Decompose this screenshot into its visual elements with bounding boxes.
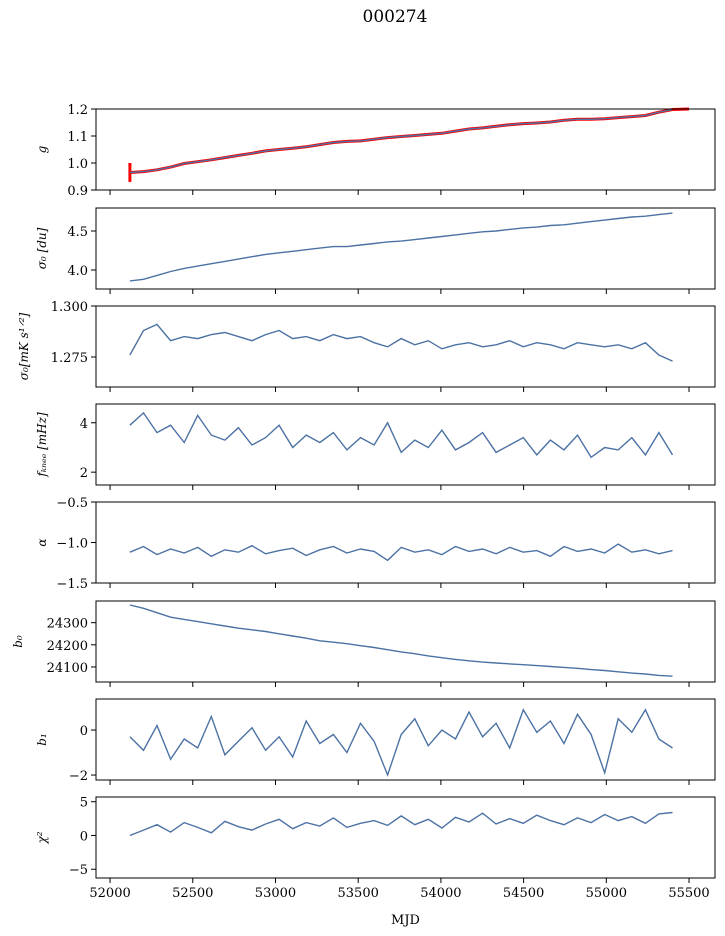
- y-tick-label: −2: [69, 769, 88, 784]
- x-tick-label: 55500: [668, 886, 709, 901]
- y-tick-label: 1.275: [51, 351, 88, 366]
- series-line: [129, 108, 673, 174]
- x-tick-label: 54000: [420, 886, 461, 901]
- y-tick-label: −0.5: [56, 496, 88, 511]
- y-axis-label: α: [35, 538, 49, 546]
- axes-frame: [95, 305, 716, 388]
- chart-title: 000274: [362, 7, 428, 27]
- y-axis-label: σ₀ [du]: [35, 227, 49, 269]
- y-tick-label: 1.2: [67, 103, 88, 118]
- y-axis-label: fₖₙₑₑ [mHz]: [35, 412, 49, 478]
- y-tick-label: 1.0: [67, 157, 88, 172]
- x-tick-label: 53500: [338, 886, 379, 901]
- y-tick-label: −5: [69, 863, 88, 878]
- y-tick-label: 24300: [47, 617, 88, 632]
- y-tick-label: −1.0: [56, 537, 88, 552]
- axes-frame: [95, 698, 716, 781]
- series-line: [129, 708, 673, 778]
- y-tick-label: 4.5: [67, 225, 88, 240]
- x-tick-label: 52000: [89, 886, 130, 901]
- subplot-5: −1.5 −1.0 −0.5 α: [35, 496, 716, 592]
- subplot-1: 0.9 1.0 1.1 1.2 g: [35, 103, 716, 199]
- axes-frame: [95, 207, 716, 290]
- x-tick-label: 52500: [172, 886, 213, 901]
- subplot-7: −2 0 b₁: [35, 698, 716, 785]
- x-tick-label: 55000: [586, 886, 627, 901]
- series-line: [129, 212, 673, 282]
- y-tick-label: 0.9: [67, 184, 88, 199]
- y-axis-label: χ²: [35, 831, 49, 844]
- y-axis-label: g: [35, 145, 49, 153]
- y-tick-label: 24200: [47, 639, 88, 654]
- subplot-8: 52000 52500 53000 53500 54000 54500 55000 55500…: [35, 796, 716, 901]
- series-line: [129, 323, 673, 362]
- y-tick-label: 4: [80, 417, 88, 432]
- y-tick-label: 0: [80, 829, 88, 844]
- y-tick-label: −1.5: [56, 577, 88, 592]
- y-tick-label: 1.300: [51, 300, 88, 315]
- y-tick-label: 0: [80, 724, 88, 739]
- series-line: [129, 604, 673, 677]
- axes-frame: [95, 796, 716, 879]
- axes-frame: [95, 403, 716, 486]
- x-tick-label: 53000: [255, 886, 296, 901]
- series-line: [129, 811, 673, 837]
- subplot-2: 4.0 4.5 σ₀ [du]: [35, 207, 716, 294]
- y-tick-label: 2: [80, 466, 88, 481]
- y-tick-label: 4.0: [67, 264, 88, 279]
- y-tick-label: 5: [80, 796, 88, 811]
- y-axis-label: b₁: [35, 733, 49, 746]
- axes-frame: [95, 600, 716, 683]
- y-axis-label: σ₀[mK s¹ᐟ²]: [17, 312, 31, 380]
- subplot-3: 1.275 1.300 σ₀[mK s¹ᐟ²]: [17, 300, 716, 392]
- subplot-4: 2 4 fₖₙₑₑ [mHz]: [35, 403, 716, 490]
- x-tick-label: 54500: [503, 886, 544, 901]
- axes-frame: [95, 108, 716, 191]
- axes-frame: [95, 501, 716, 584]
- series-line: [129, 411, 674, 459]
- y-tick-label: 1.1: [67, 130, 88, 145]
- subplot-6: 24100 24200 24300 b₀: [11, 600, 716, 687]
- series-line: [129, 543, 673, 562]
- y-axis-label: b₀: [11, 635, 25, 648]
- x-axis-label: MJD: [391, 913, 420, 928]
- y-tick-label: 24100: [47, 661, 88, 676]
